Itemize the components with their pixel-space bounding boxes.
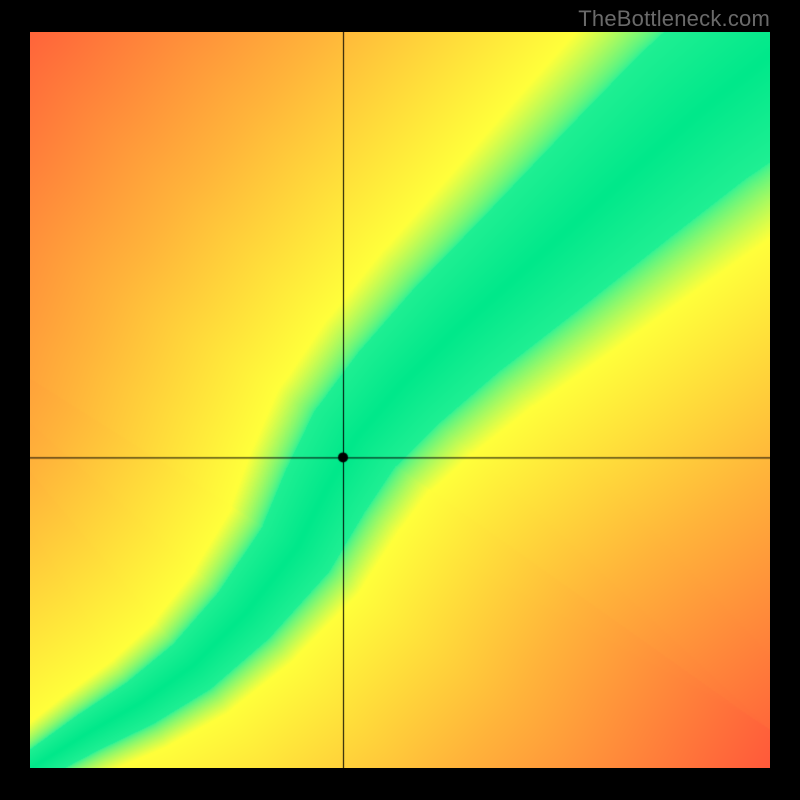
attribution-label: TheBottleneck.com	[578, 6, 770, 32]
bottleneck-heatmap	[30, 32, 770, 768]
